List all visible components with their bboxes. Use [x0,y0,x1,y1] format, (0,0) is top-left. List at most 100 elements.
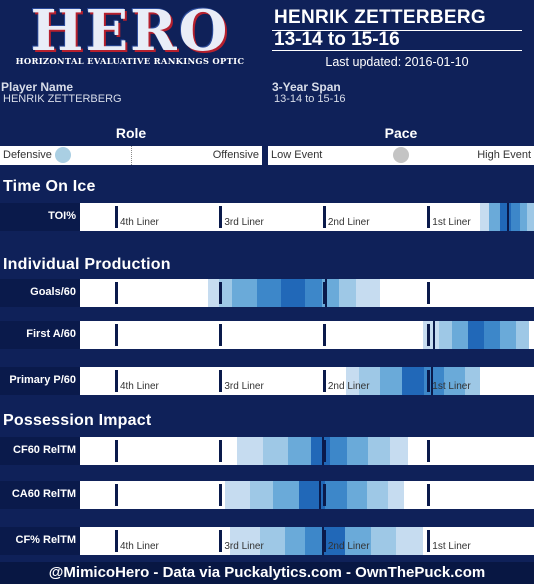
section-title-toi: Time On Ice [3,178,96,195]
liner-label: 4th Liner [119,381,159,392]
liner-label: 2nd Liner [327,217,370,228]
heatmap-band [370,527,397,555]
heatmap-band [367,437,391,465]
liner-divider [426,282,430,304]
liner-label: 4th Liner [119,541,159,552]
heatmap-band [224,481,251,509]
heatmap-band [237,437,264,465]
heatmap-band [511,203,521,231]
liner-label: 1st Liner [432,217,471,228]
heatmap-track-toi: 4th Liner 3rd Liner 2nd Liner 1st Liner [80,203,534,231]
pace-left-label: Low Event [271,149,323,161]
heatmap-band [515,321,529,349]
liner-divider [219,282,223,304]
liner-divider [426,484,430,506]
row-label-primary-p-60: Primary P/60 [0,367,80,395]
role-slider: Defensive Offensive [0,146,262,165]
heatmap-band [396,527,424,555]
liner-divider [322,440,326,462]
liner-divider [114,440,118,462]
row-label-text: First A/60 [26,328,76,340]
liner-divider [219,530,223,552]
heatmap-track-goals-60 [80,279,534,307]
heatmap-band [232,279,258,307]
heatmap-band [324,481,348,509]
heatmap-band [484,321,501,349]
span-value: 13-14 to 15-16 [274,93,346,105]
heatmap-band [499,321,517,349]
liner-divider [322,206,326,228]
heatmap-band [465,367,481,395]
heatmap-band [229,527,261,555]
heatmap-band [438,321,453,349]
heatmap-band [387,481,404,509]
player-name-value: HENRIK ZETTERBERG [3,93,122,105]
role-right-label: Offensive [212,149,259,161]
player-name-label: Player Name [1,80,74,94]
heatmap-band [479,203,490,231]
player-marker [432,321,435,349]
player-marker [318,481,321,509]
heatmap-band [298,481,326,509]
liner-divider [426,370,430,392]
row-label-text: CF60 RelTM [13,444,76,456]
heatmap-band [499,203,512,231]
title-divider [272,30,522,31]
heatmap-track-cf-reltm: 4th Liner 3rd Liner 2nd Liner 1st Liner [80,527,534,555]
heatmap-band [366,481,389,509]
row-label-first-a-60: First A/60 [0,321,80,349]
heatmap-band [390,437,409,465]
liner-divider [114,206,118,228]
heatmap-band [281,279,306,307]
heatmap-track-cf60-reltm [80,437,534,465]
heatmap-band [527,203,534,231]
player-title: HENRIK ZETTERBERG [274,7,486,28]
liner-divider [114,282,118,304]
liner-divider [219,324,223,346]
heatmap-band [322,527,346,555]
liner-divider [114,370,118,392]
liner-label: 2nd Liner [327,541,370,552]
heatmap-band [358,367,381,395]
liner-divider [426,206,430,228]
row-label-cf60-reltm: CF60 RelTM [0,437,80,465]
liner-divider [114,324,118,346]
row-label-cf-reltm: CF% RelTM [0,527,80,555]
span-title: 13-14 to 15-16 [274,29,400,50]
liner-divider [219,484,223,506]
row-label-text: CA60 RelTM [11,488,76,500]
role-knob [54,147,71,163]
heatmap-band [422,321,440,349]
row-label-ca60-reltm: CA60 RelTM [0,481,80,509]
heatmap-band [305,527,324,555]
heatmap-band [208,279,220,307]
heatmap-band [468,321,485,349]
heatmap-band [452,321,469,349]
hero-logo: HERO HORIZONTAL EVALUATIVE RANKINGS OPTI… [14,0,246,66]
heatmap-band [345,527,372,555]
liner-label: 3rd Liner [224,381,264,392]
liner-divider [219,440,223,462]
span-divider [272,50,522,51]
role-slider-midline [131,146,132,165]
heatmap-band [339,279,357,307]
role-title: Role [115,125,147,141]
heatmap-band [262,437,289,465]
player-marker [430,367,433,395]
logo-subtitle: HORIZONTAL EVALUATIVE RANKINGS OPTIC [15,56,245,66]
row-label-text: CF% RelTM [15,534,77,546]
heatmap-band [256,279,282,307]
heatmap-band [330,437,348,465]
liner-label: 3rd Liner [224,217,264,228]
liner-divider [322,370,326,392]
pace-slider: Low Event High Event [268,146,534,165]
heatmap-track-primary-p-60: 4th Liner 3rd Liner 2nd Liner 1st Liner [80,367,534,395]
logo-wordmark: HERO [30,0,230,64]
pace-knob [393,147,409,163]
liner-divider [219,206,223,228]
heatmap-band [259,527,286,555]
liner-divider [426,440,430,462]
heatmap-band [401,367,425,395]
heatmap-band [346,367,360,395]
liner-divider [426,324,430,346]
